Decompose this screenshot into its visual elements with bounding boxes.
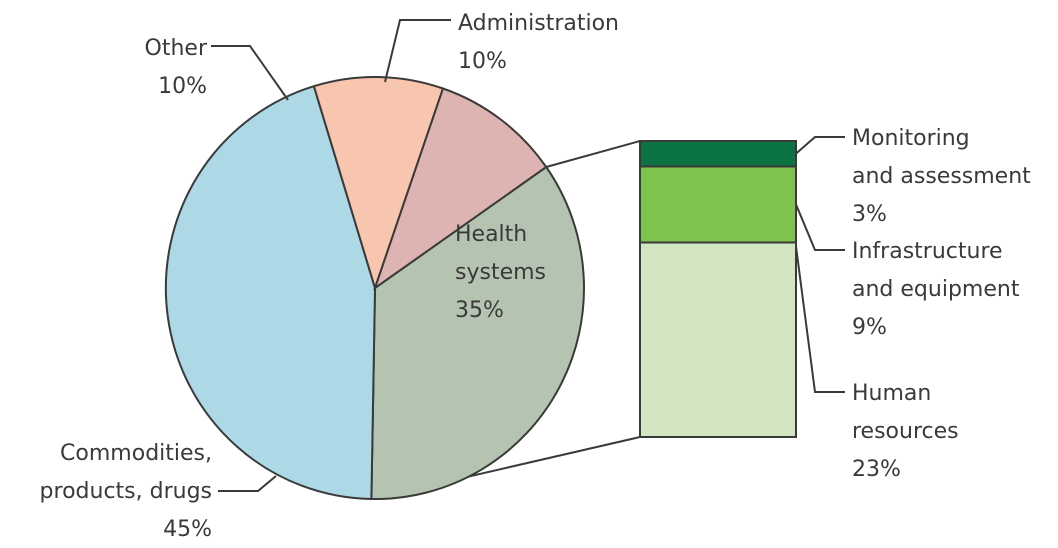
leader-human-resources [795,246,845,393]
slice-label-administration: Administration 10% [458,11,619,74]
pie-slice-commodities-products-drugs [164,84,377,501]
pie-slice-other [312,76,445,292]
leader-infrastructure-and-equipment [795,204,845,251]
bar-segment-infrastructure-and-equipment [639,165,797,244]
chart-labels: Health systems 35% Commodities, products, dr… [40,11,1032,542]
segment-label-infrastructure-and-equipment: Infrastructure and equipment 9% [852,239,1020,340]
pie [164,76,585,501]
slice-label-other: Other 10% [145,36,208,99]
slice-label-health-systems: Health systems 35% [455,222,546,323]
leader-monitoring-and-assessment [795,136,845,155]
leader-other [211,45,289,101]
pie-slice-administration [373,87,548,291]
leader-lines [211,19,845,492]
leader-commodities-products-drugs [218,475,277,492]
pie-slice-health-systems [370,165,585,501]
leader-administration [384,19,451,83]
segment-label-human-resources: Human resources 23% [852,381,959,482]
slice-label-commodities-products-drugs: Commodities, products, drugs 45% [40,441,212,542]
bar-segment-monitoring-and-assessment [639,140,797,168]
connector-line-top [545,140,641,168]
segment-label-monitoring-and-assessment: Monitoring and assessment 3% [852,126,1031,227]
bar-segment-human-resources [639,241,797,438]
breakdown-stacked-bar [639,140,797,438]
